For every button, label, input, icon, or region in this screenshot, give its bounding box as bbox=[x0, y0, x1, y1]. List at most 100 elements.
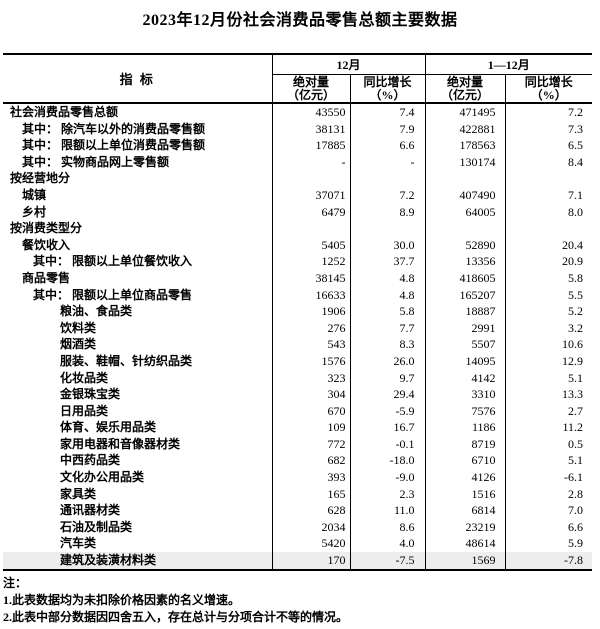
value-cell: -0.1 bbox=[349, 435, 426, 453]
value-cell: 6.6 bbox=[504, 518, 593, 536]
value-cell: 5.9 bbox=[504, 535, 593, 553]
indicator-label: 烟酒类 bbox=[60, 337, 97, 352]
value-cell: 13.3 bbox=[504, 386, 593, 403]
value-cell bbox=[424, 170, 506, 187]
value-cell bbox=[271, 220, 350, 237]
header-dec-yoy: 同比增长 （%） bbox=[349, 74, 426, 104]
value-cell: 8.9 bbox=[349, 203, 426, 221]
value-cell: 5507 bbox=[424, 336, 506, 353]
value-cell: 10.6 bbox=[504, 336, 593, 353]
header-absolute-unit: （亿元） bbox=[441, 87, 490, 102]
value-cell: 16.7 bbox=[349, 419, 426, 436]
header-indicator: 指 标 bbox=[3, 53, 273, 104]
value-cell: 323 bbox=[271, 369, 350, 387]
value-cell: 5.1 bbox=[504, 369, 593, 387]
value-cell: 4.8 bbox=[349, 269, 426, 287]
value-cell: 12.9 bbox=[504, 352, 593, 370]
table-row: 家用电器和音像器材类 772 -0.1 8719 0.5 bbox=[3, 435, 593, 453]
value-cell: 7.2 bbox=[349, 186, 426, 204]
value-cell: - bbox=[349, 153, 426, 171]
table-header: 指 标 12月 1—12月 绝对量 （亿元） 同比增长 （%） 绝对量 （亿元）… bbox=[3, 53, 593, 104]
table-row: 社会消费品零售总额 43550 7.4 471495 7.2 bbox=[3, 103, 593, 121]
value-cell: 0.5 bbox=[504, 435, 593, 453]
value-cell: 7.2 bbox=[504, 103, 593, 121]
indicator-label: 商品零售 bbox=[22, 270, 71, 285]
header-absolute-unit: （亿元） bbox=[286, 87, 335, 102]
header-absolute-label: 绝对量 bbox=[292, 74, 329, 89]
indicator-label: 饮料类 bbox=[60, 320, 97, 335]
value-cell: 3310 bbox=[424, 386, 506, 403]
value-cell: 1516 bbox=[424, 485, 506, 503]
value-cell: 1186 bbox=[424, 419, 506, 436]
value-cell: 304 bbox=[271, 386, 350, 403]
value-cell bbox=[424, 220, 506, 237]
table-row: 日用品类 670 -5.9 7576 2.7 bbox=[3, 402, 593, 420]
value-cell: 16633 bbox=[271, 286, 350, 304]
value-cell: 670 bbox=[271, 402, 350, 420]
table-row: 金银珠宝类 304 29.4 3310 13.3 bbox=[3, 386, 593, 403]
value-cell: 5.8 bbox=[504, 269, 593, 287]
table-row: 商品零售 38145 4.8 418605 5.8 bbox=[3, 269, 593, 287]
value-cell: -7.5 bbox=[349, 552, 426, 571]
value-cell: 5.5 bbox=[504, 286, 593, 304]
value-cell: -9.0 bbox=[349, 469, 426, 486]
table-row: 建筑及装潢材料类 170 -7.5 1569 -7.8 bbox=[3, 552, 593, 571]
value-cell: 30.0 bbox=[349, 236, 426, 254]
value-cell bbox=[271, 170, 350, 187]
value-cell: 37.7 bbox=[349, 253, 426, 270]
value-cell: 23219 bbox=[424, 518, 506, 536]
value-cell: 26.0 bbox=[349, 352, 426, 370]
value-cell: 543 bbox=[271, 336, 350, 353]
value-cell: 2.3 bbox=[349, 485, 426, 503]
value-cell: 8.6 bbox=[349, 518, 426, 536]
header-row-measures: 绝对量 （亿元） 同比增长 （%） 绝对量 （亿元） 同比增长 （%） bbox=[3, 74, 593, 104]
value-cell: 43550 bbox=[271, 103, 350, 121]
value-cell: 6814 bbox=[424, 502, 506, 519]
indicator-label: 其中： 限额以上单位消费品零售额 bbox=[22, 138, 206, 153]
value-cell: 5.8 bbox=[349, 303, 426, 320]
value-cell: -6.1 bbox=[504, 469, 593, 486]
value-cell: 7576 bbox=[424, 402, 506, 420]
table-row: 按经营地分 bbox=[3, 170, 593, 187]
indicator-label: 日用品类 bbox=[60, 403, 109, 418]
value-cell: 14095 bbox=[424, 352, 506, 370]
table-row: 通讯器材类 628 11.0 6814 7.0 bbox=[3, 502, 593, 519]
value-cell: 2.7 bbox=[504, 402, 593, 420]
value-cell: 9.7 bbox=[349, 369, 426, 387]
header-dec-absolute: 绝对量 （亿元） bbox=[271, 74, 350, 104]
value-cell: 5.2 bbox=[504, 303, 593, 320]
value-cell: 628 bbox=[271, 502, 350, 519]
value-cell: 7.7 bbox=[349, 319, 426, 337]
footnote-line: 1.此表数据均为未扣除价格因素的名义增速。 bbox=[3, 593, 241, 607]
value-cell: 64005 bbox=[424, 203, 506, 221]
value-cell: 6479 bbox=[271, 203, 350, 221]
header-yoy-label: 同比增长 bbox=[363, 74, 412, 89]
table-row: 粮油、食品类 1906 5.8 18887 5.2 bbox=[3, 303, 593, 320]
value-cell: 29.4 bbox=[349, 386, 426, 403]
value-cell: 8.0 bbox=[504, 203, 593, 221]
value-cell: 37071 bbox=[271, 186, 350, 204]
indicator-label: 建筑及装潢材料类 bbox=[3, 552, 272, 571]
value-cell: 8.3 bbox=[349, 336, 426, 353]
value-cell: 3.2 bbox=[504, 319, 593, 337]
table-row: 餐饮收入 5405 30.0 52890 20.4 bbox=[3, 236, 593, 254]
indicator-label: 服装、鞋帽、针纺织品类 bbox=[60, 353, 193, 368]
value-cell: 422881 bbox=[424, 120, 506, 138]
value-cell: 4.8 bbox=[349, 286, 426, 304]
header-yoy-unit: （%） bbox=[530, 87, 567, 102]
value-cell: 130174 bbox=[424, 153, 506, 171]
indicator-label: 体育、娱乐用品类 bbox=[60, 420, 157, 435]
table-row: 其中： 限额以上单位商品零售 16633 4.8 165207 5.5 bbox=[3, 286, 593, 304]
value-cell: -7.8 bbox=[504, 552, 593, 571]
table-row: 文化办公用品类 393 -9.0 4126 -6.1 bbox=[3, 469, 593, 486]
value-cell: 18887 bbox=[424, 303, 506, 320]
table-row: 饮料类 276 7.7 2991 3.2 bbox=[3, 319, 593, 337]
indicator-label: 城镇 bbox=[22, 187, 47, 202]
table-row: 化妆品类 323 9.7 4142 5.1 bbox=[3, 369, 593, 387]
value-cell: 170 bbox=[271, 552, 350, 571]
table-row: 其中： 限额以上单位消费品零售额 17885 6.6 178563 6.5 bbox=[3, 137, 593, 154]
footnote-line: 2.此表中部分数据因四舍五入，存在总计与分项合计不等的情况。 bbox=[3, 610, 349, 624]
table-row: 石油及制品类 2034 8.6 23219 6.6 bbox=[3, 518, 593, 536]
indicator-label: 化妆品类 bbox=[60, 370, 109, 385]
value-cell: 11.0 bbox=[349, 502, 426, 519]
